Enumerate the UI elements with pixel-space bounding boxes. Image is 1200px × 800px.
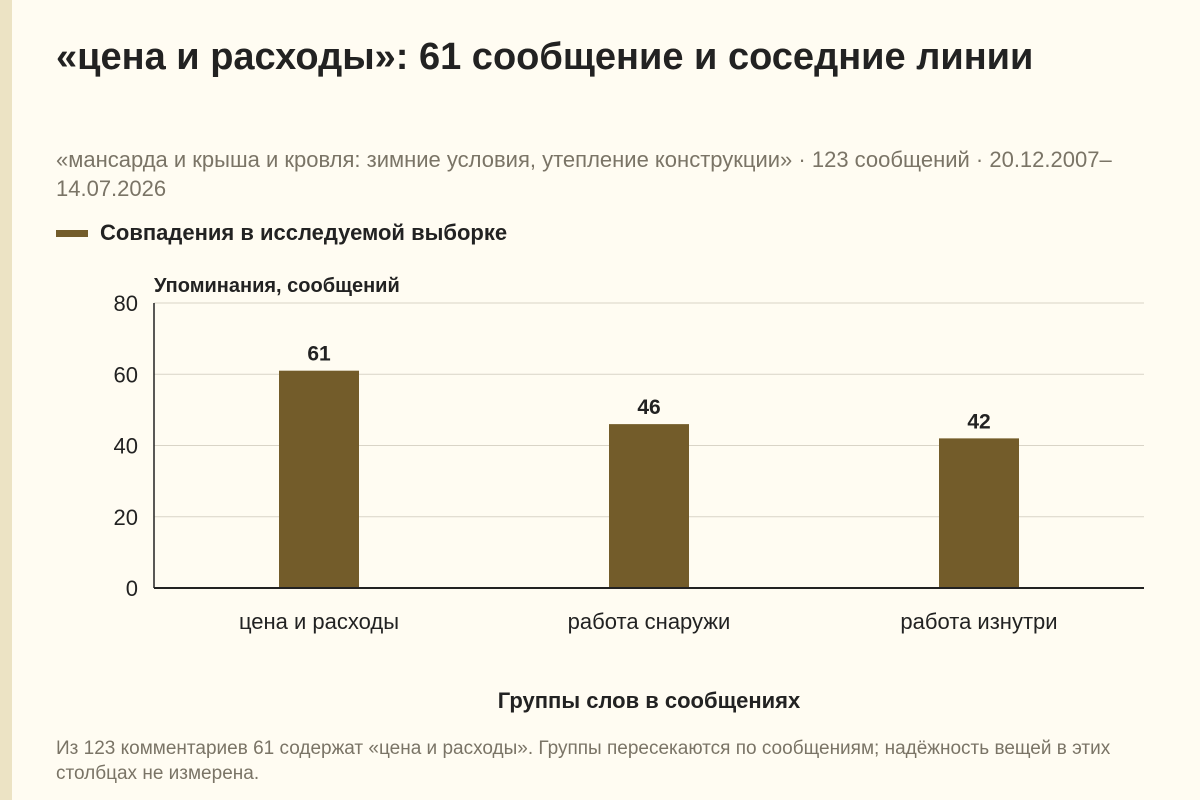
y-tick-labels: 0 20 40 60 80: [114, 291, 138, 601]
y-tick-label: 20: [114, 505, 138, 530]
legend: Совпадения в исследуемой выборке: [56, 218, 507, 248]
data-labels: 61 46 42: [307, 343, 990, 434]
y-axis-label: Упоминания, сообщений: [154, 275, 400, 297]
bar: [609, 424, 689, 588]
bar-chart: 0 20 40 60 80 61 46 42 цена и расходы работа сн…: [114, 275, 1144, 713]
accent-strip: [0, 0, 12, 800]
bar: [279, 370, 359, 588]
y-tick-label: 40: [114, 434, 138, 459]
legend-swatch: [56, 229, 88, 237]
x-tick-label: работа изнутри: [900, 609, 1057, 634]
legend-label: Совпадения в исследуемой выборке: [100, 220, 508, 245]
bars: [279, 370, 1019, 588]
x-tick-labels: цена и расходы работа снаружи работа изнут…: [239, 609, 1058, 634]
y-tick-label: 60: [114, 362, 138, 387]
x-tick-label: работа снаружи: [568, 609, 731, 634]
data-label: 61: [307, 343, 331, 366]
x-tick-label: цена и расходы: [239, 609, 399, 634]
footnote: Из 123 комментариев 61 содержат «цена и …: [56, 738, 1111, 784]
y-tick-label: 0: [126, 576, 138, 601]
page-subtitle: «мансарда и крыша и кровля: зимние услов…: [56, 147, 1112, 201]
page-title: «цена и расходы»: 61 сообщение и соседни…: [56, 36, 1034, 78]
bar: [939, 438, 1019, 588]
y-tick-label: 80: [114, 291, 138, 316]
x-axis-label: Группы слов в сообщениях: [498, 688, 801, 713]
data-label: 42: [967, 410, 990, 433]
data-label: 46: [637, 396, 660, 419]
